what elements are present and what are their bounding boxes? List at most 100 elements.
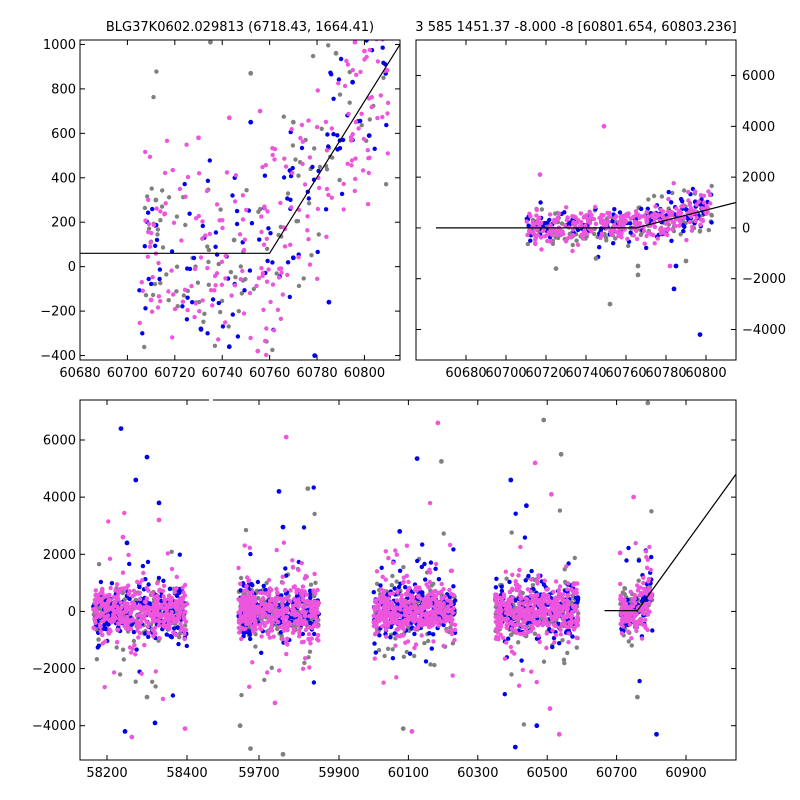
zoom-point	[156, 260, 161, 266]
full-point	[537, 603, 542, 608]
full-point	[439, 581, 444, 587]
full-point	[517, 592, 522, 598]
full-point	[239, 626, 245, 631]
full-point	[127, 596, 132, 601]
full-point	[374, 630, 379, 635]
season-point	[570, 242, 575, 248]
full-point	[451, 584, 456, 589]
zoom-point	[142, 344, 147, 350]
full-point	[545, 593, 551, 598]
season-point	[646, 214, 651, 219]
full-point	[623, 619, 628, 624]
season-point	[644, 245, 649, 251]
season-point	[659, 226, 664, 231]
full-outlier-point	[524, 503, 529, 509]
full-point	[441, 587, 446, 592]
full-point	[299, 588, 305, 593]
zoom-outlier-point	[248, 119, 254, 125]
season-point	[678, 232, 683, 237]
full-point	[373, 650, 378, 655]
zoom-point	[279, 270, 284, 275]
season-point	[612, 222, 617, 228]
zoom-point	[329, 126, 334, 131]
full-point	[238, 581, 243, 586]
full-point	[299, 561, 304, 566]
full-point	[120, 647, 126, 652]
season-point	[686, 189, 691, 195]
full-point	[113, 588, 118, 593]
zoom-xtick-label: 60700	[107, 366, 148, 381]
full-point	[177, 552, 182, 557]
full-point	[447, 542, 453, 548]
zoom-outlier-point	[255, 348, 261, 354]
full-point	[182, 615, 187, 621]
full-point	[537, 597, 542, 603]
zoom-point	[385, 111, 390, 116]
full-point	[503, 569, 508, 574]
full-point	[646, 579, 651, 584]
zoom-point	[244, 188, 249, 193]
full-point	[627, 616, 632, 621]
full-point	[552, 609, 557, 615]
full-xtick-label: 58400	[166, 766, 207, 781]
season-point	[652, 211, 657, 216]
full-point	[169, 566, 175, 572]
full-point	[550, 618, 555, 623]
zoom-point	[155, 305, 161, 310]
zoom-point	[187, 211, 192, 216]
full-point	[551, 589, 556, 595]
full-point	[385, 603, 391, 609]
zoom-point	[193, 301, 199, 306]
season-point	[677, 217, 682, 223]
zoom-point	[260, 164, 265, 170]
full-point	[102, 594, 107, 599]
full-point	[255, 579, 261, 585]
full-point	[509, 672, 514, 677]
full-outlier-point	[276, 489, 282, 494]
zoom-point	[189, 283, 194, 289]
zoom-point	[232, 199, 238, 204]
zoom-point	[326, 144, 331, 149]
full-point	[372, 641, 377, 646]
zoom-frame	[79, 39, 401, 361]
zoom-point	[367, 117, 372, 122]
zoom-point	[185, 307, 190, 313]
full-point	[272, 609, 277, 614]
full-point	[418, 614, 423, 619]
zoom-point	[324, 148, 330, 153]
zoom-point	[315, 249, 320, 255]
full-outlier-point	[558, 451, 564, 457]
full-point	[137, 584, 142, 590]
full-point	[238, 614, 243, 619]
season-ytick-label: −4000	[742, 323, 786, 338]
full-point	[114, 645, 119, 650]
full-point	[291, 584, 296, 590]
full-point	[493, 585, 499, 590]
full-point	[423, 599, 429, 605]
zoom-point	[270, 282, 276, 287]
full-point	[529, 623, 534, 628]
zoom-point	[229, 293, 234, 298]
full-point	[516, 640, 521, 645]
season-point	[578, 223, 584, 228]
zoom-point	[281, 114, 286, 119]
full-point	[248, 606, 253, 612]
full-point	[631, 598, 636, 604]
season-point	[526, 223, 531, 228]
zoom-point	[160, 245, 166, 250]
full-point	[574, 645, 579, 650]
season-xtick-label: 60800	[685, 366, 726, 381]
full-point	[562, 620, 567, 626]
season-point	[679, 204, 684, 209]
full-point	[536, 633, 541, 638]
full-point	[526, 629, 531, 635]
full-point	[404, 543, 410, 548]
full-point	[564, 564, 569, 569]
full-point	[109, 581, 115, 586]
full-point	[566, 561, 571, 566]
season-point	[533, 237, 538, 242]
full-point	[644, 554, 649, 560]
zoom-point	[196, 171, 202, 176]
full-point	[257, 622, 263, 628]
zoom-point	[233, 173, 239, 178]
